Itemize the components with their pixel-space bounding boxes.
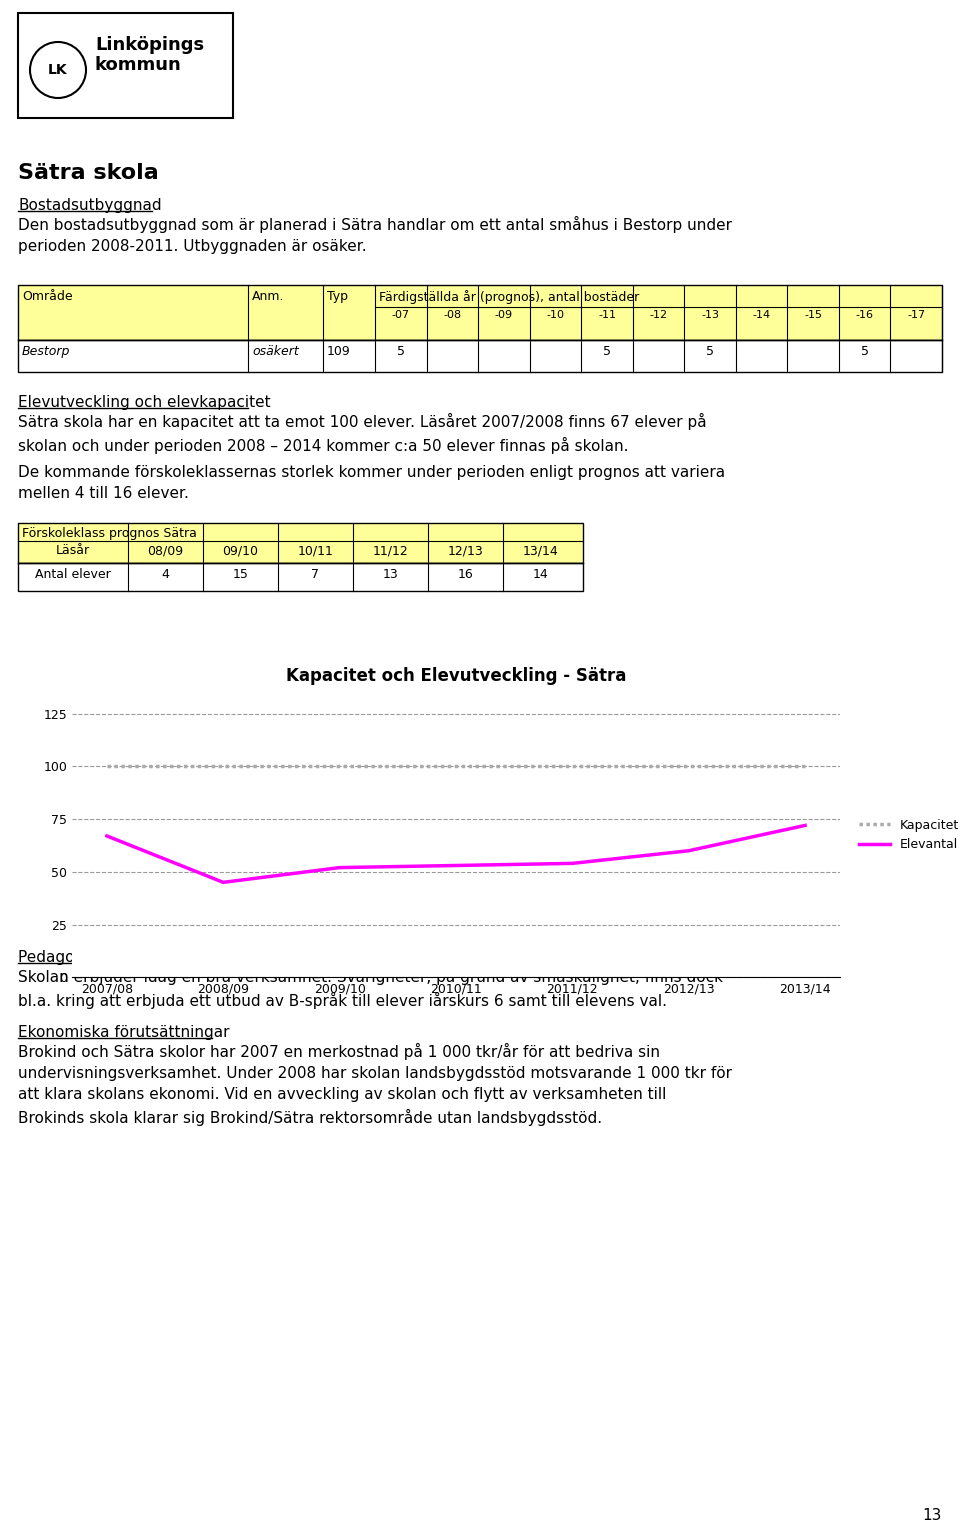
Text: -14: -14 — [753, 309, 771, 320]
Bar — [18, 523, 583, 563]
Bar — [18, 563, 583, 591]
Text: Typ: Typ — [327, 289, 348, 303]
Text: osäkert: osäkert — [252, 345, 299, 359]
Text: 109: 109 — [327, 345, 350, 359]
Text: De kommande förskoleklassernas storlek kommer under perioden enligt prognos att : De kommande förskoleklassernas storlek k… — [18, 465, 725, 502]
Text: 5: 5 — [603, 345, 611, 359]
Text: 14: 14 — [533, 568, 548, 582]
Text: Anm.: Anm. — [252, 289, 284, 303]
Text: 7: 7 — [311, 568, 320, 582]
Text: Elevutveckling och elevkapacitet: Elevutveckling och elevkapacitet — [18, 396, 271, 409]
Text: -11: -11 — [598, 309, 616, 320]
Text: Sätra skola har en kapacitet att ta emot 100 elever. Läsåret 2007/2008 finns 67 : Sätra skola har en kapacitet att ta emot… — [18, 412, 707, 454]
Text: Pedagogiska förutsättningar: Pedagogiska förutsättningar — [18, 950, 234, 965]
Text: LK: LK — [48, 63, 68, 77]
Text: Läsår: Läsår — [56, 543, 90, 557]
Text: 10/11: 10/11 — [298, 543, 333, 557]
Legend: Kapacitet, Elevantal: Kapacitet, Elevantal — [854, 814, 960, 856]
Text: -15: -15 — [804, 309, 822, 320]
Text: Ekonomiska förutsättningar: Ekonomiska förutsättningar — [18, 1025, 229, 1040]
Text: Område: Område — [22, 289, 73, 303]
Text: 15: 15 — [232, 568, 249, 582]
Text: -09: -09 — [494, 309, 513, 320]
Bar — [18, 285, 942, 340]
Text: Den bostadsutbyggnad som är planerad i Sätra handlar om ett antal småhus i Besto: Den bostadsutbyggnad som är planerad i S… — [18, 215, 732, 254]
Text: -08: -08 — [444, 309, 462, 320]
Text: 5: 5 — [396, 345, 405, 359]
Bar — [18, 12, 233, 119]
Text: Brokind och Sätra skolor har 2007 en merkostnad på 1 000 tkr/år för att bedriva : Brokind och Sätra skolor har 2007 en mer… — [18, 1043, 732, 1127]
Text: 5: 5 — [706, 345, 714, 359]
Text: 16: 16 — [458, 568, 473, 582]
Text: 13/14: 13/14 — [522, 543, 559, 557]
Text: Antal elever: Antal elever — [36, 568, 110, 582]
Text: 11/12: 11/12 — [372, 543, 408, 557]
Text: 09/10: 09/10 — [223, 543, 258, 557]
Text: 12/13: 12/13 — [447, 543, 484, 557]
Text: -13: -13 — [701, 309, 719, 320]
Text: 13: 13 — [923, 1508, 942, 1524]
Text: Linköpings
kommun: Linköpings kommun — [95, 35, 204, 74]
Text: Färdigställda år (prognos), antal bostäder: Färdigställda år (prognos), antal bostäd… — [379, 289, 639, 305]
Text: -12: -12 — [649, 309, 667, 320]
Text: Sätra skola: Sätra skola — [18, 163, 158, 183]
Text: Förskoleklass prognos Sätra: Förskoleklass prognos Sätra — [22, 526, 197, 540]
Text: -07: -07 — [392, 309, 410, 320]
Bar — [18, 340, 942, 372]
Text: Skolan erbjuder idag en bra verksamhet. Svårigheter, på grund av småskalighet, f: Skolan erbjuder idag en bra verksamhet. … — [18, 968, 723, 1010]
Text: -17: -17 — [907, 309, 925, 320]
Text: 13: 13 — [383, 568, 398, 582]
Text: Bostadsutbyggnad: Bostadsutbyggnad — [18, 199, 161, 212]
Text: 5: 5 — [861, 345, 869, 359]
Text: 4: 4 — [161, 568, 169, 582]
Text: 08/09: 08/09 — [148, 543, 183, 557]
Text: -10: -10 — [546, 309, 564, 320]
Text: -16: -16 — [855, 309, 874, 320]
Title: Kapacitet och Elevutveckling - Sätra: Kapacitet och Elevutveckling - Sätra — [286, 668, 626, 685]
Text: Bestorp: Bestorp — [22, 345, 70, 359]
